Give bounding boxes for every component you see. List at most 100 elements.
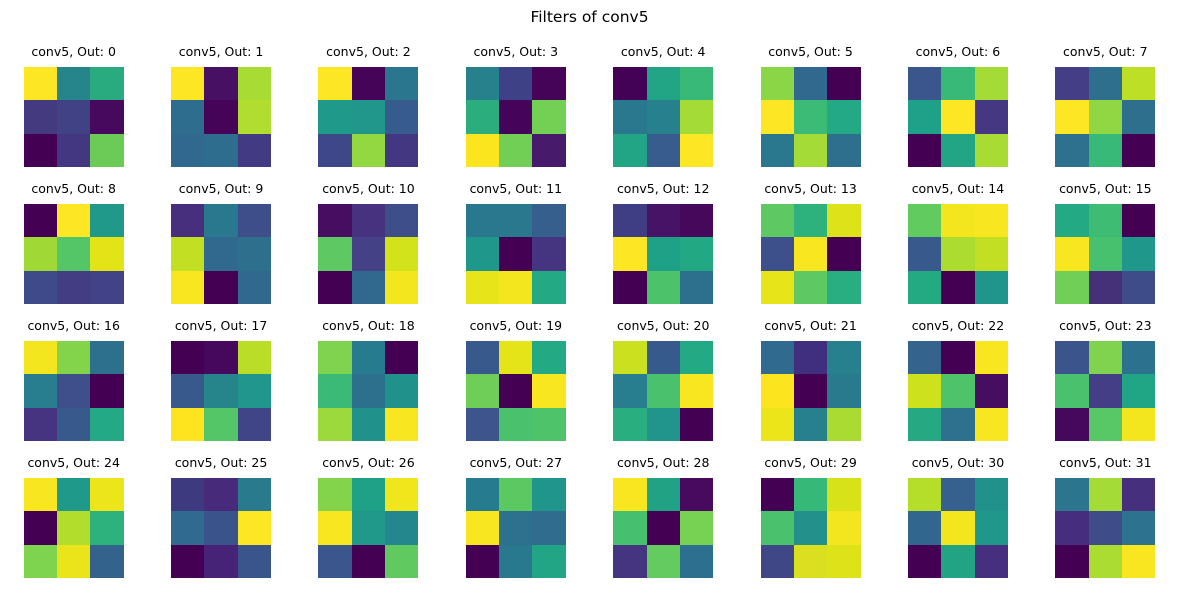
filter-title: conv5, Out: 0: [31, 44, 116, 59]
filter-cell: [204, 341, 238, 375]
filter-cell: [793, 478, 828, 512]
filter-cell: [318, 204, 352, 238]
filter-cell: [465, 270, 500, 304]
filter-cell: [613, 478, 647, 512]
filter-cell: [90, 133, 124, 167]
filter-title: conv5, Out: 5: [768, 44, 853, 59]
filter-cell: [237, 407, 272, 441]
filter-cell: [171, 544, 205, 578]
filter-cell: [237, 67, 272, 101]
filter-heatmap: [171, 478, 272, 578]
filter-title: conv5, Out: 4: [620, 44, 706, 59]
filter-cell: [760, 544, 794, 578]
filter-cell: [613, 237, 647, 271]
filter-cell: [941, 100, 975, 134]
filter-cell: [907, 544, 942, 578]
filter-cell: [57, 237, 91, 271]
filter-cell: [204, 374, 238, 408]
filter-cell: [23, 374, 58, 408]
filter-cell: [57, 544, 91, 578]
filter-cell: [57, 100, 91, 134]
filter-cell: [907, 374, 942, 408]
filter-cell: [613, 341, 647, 375]
filter-cell: [532, 374, 566, 408]
filter-cell: [793, 407, 828, 441]
filter-cell: [907, 341, 942, 375]
filter-title: conv5, Out: 29: [764, 455, 857, 470]
filter-cell: [1121, 133, 1156, 167]
filter-cell: [793, 100, 828, 134]
filter-tile: conv5, Out: 9: [147, 180, 294, 304]
filter-cell: [465, 67, 500, 101]
filter-cell: [613, 544, 647, 578]
filter-cell: [171, 341, 205, 375]
filter-cell: [465, 544, 500, 578]
filter-cell: [974, 100, 1008, 134]
filter-cell: [90, 544, 124, 578]
filter-cell: [827, 100, 861, 134]
filter-cell: [1055, 341, 1089, 375]
filter-cell: [532, 511, 566, 545]
filter-title: conv5, Out: 12: [616, 181, 710, 196]
filter-cell: [827, 341, 861, 375]
filter-cell: [237, 204, 272, 238]
filter-cell: [499, 100, 533, 134]
filter-cell: [90, 67, 124, 101]
filter-cell: [532, 204, 566, 238]
filter-cell: [613, 204, 647, 238]
filter-cell: [171, 133, 205, 167]
filter-cell: [760, 341, 794, 375]
filter-cell: [57, 133, 91, 167]
filter-heatmap: [760, 204, 861, 304]
filter-cell: [1121, 67, 1156, 101]
filter-cell: [318, 374, 352, 408]
filter-cell: [57, 67, 91, 101]
filter-cell: [1121, 341, 1156, 375]
filter-heatmap: [1055, 341, 1156, 441]
filter-cell: [1088, 478, 1122, 512]
filter-cell: [679, 67, 714, 101]
filter-cell: [204, 544, 238, 578]
filter-cell: [646, 374, 680, 408]
filter-tile: conv5, Out: 16: [0, 317, 147, 441]
filter-title: conv5, Out: 26: [322, 455, 415, 470]
filter-cell: [793, 511, 828, 545]
filter-cell: [827, 237, 861, 271]
filter-title: conv5, Out: 11: [469, 181, 563, 196]
filter-title: conv5, Out: 1: [178, 44, 264, 59]
filter-cell: [613, 511, 647, 545]
filter-cell: [827, 407, 861, 441]
filter-cell: [941, 204, 975, 238]
filter-cell: [1088, 544, 1122, 578]
filter-cell: [385, 237, 419, 271]
filter-cell: [171, 407, 205, 441]
filter-cell: [171, 374, 205, 408]
filter-cell: [793, 374, 828, 408]
filter-tile: conv5, Out: 7: [1032, 43, 1179, 167]
filter-cell: [90, 204, 124, 238]
filter-cell: [1121, 511, 1156, 545]
filter-cell: [646, 133, 680, 167]
filter-cell: [907, 133, 942, 167]
filter-cell: [385, 478, 419, 512]
filter-cell: [351, 544, 386, 578]
filter-cell: [613, 133, 647, 167]
filter-cell: [613, 67, 647, 101]
filter-title: conv5, Out: 23: [1059, 318, 1152, 333]
filter-cell: [499, 270, 533, 304]
filter-heatmap: [318, 478, 419, 578]
filter-tile: conv5, Out: 14: [884, 180, 1031, 304]
filter-cell: [1055, 237, 1089, 271]
filter-cell: [204, 270, 238, 304]
filter-heatmap: [613, 204, 714, 304]
filter-cell: [237, 133, 272, 167]
filter-title: conv5, Out: 17: [174, 318, 268, 333]
filter-cell: [465, 100, 500, 134]
filter-cell: [1121, 374, 1156, 408]
filter-cell: [351, 204, 386, 238]
filter-tile: conv5, Out: 18: [295, 317, 442, 441]
filter-heatmap: [613, 67, 714, 167]
filter-cell: [351, 237, 386, 271]
filter-cell: [760, 100, 794, 134]
filter-cell: [171, 67, 205, 101]
